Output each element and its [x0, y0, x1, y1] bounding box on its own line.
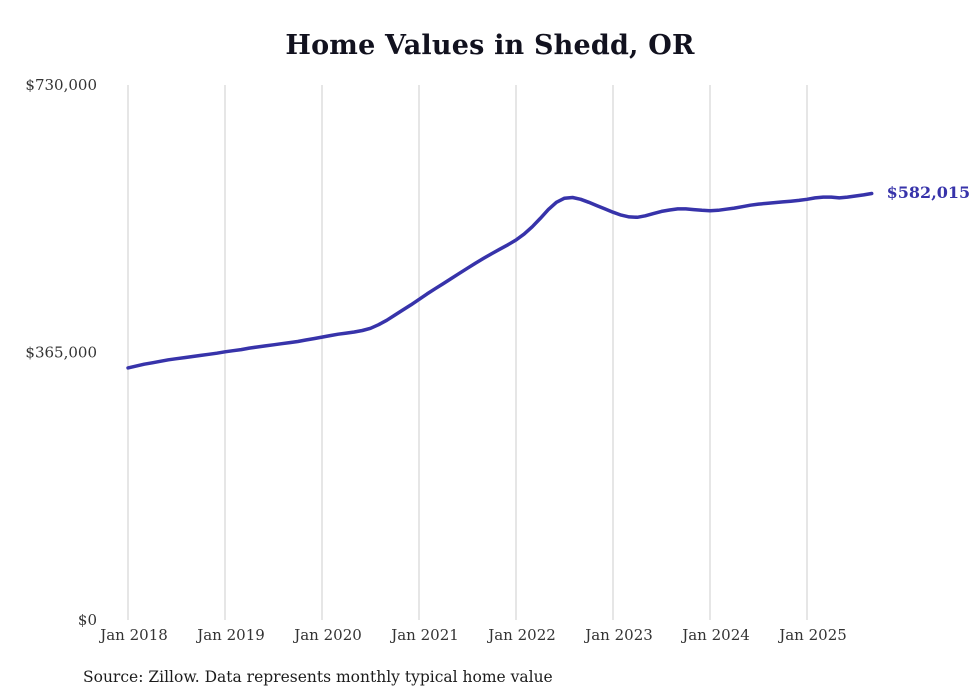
- x-tick-label: Jan 2018: [98, 626, 168, 644]
- home-value-series-line: [126, 191, 874, 370]
- x-tick-label: Jan 2024: [680, 626, 750, 644]
- x-tick-label: Jan 2019: [195, 626, 265, 644]
- y-tick-label: $365,000: [25, 344, 97, 362]
- x-tick-label: Jan 2022: [486, 626, 556, 644]
- chart-title: Home Values in Shedd, OR: [285, 30, 695, 61]
- x-tick-label: Jan 2020: [292, 626, 362, 644]
- source-note: Source: Zillow. Data represents monthly …: [83, 668, 553, 686]
- latest-value-label: $582,015: [886, 183, 971, 203]
- y-tick-label: $0: [78, 611, 97, 629]
- y-tick-label: $730,000: [25, 76, 97, 94]
- x-tick-label: Jan 2025: [777, 626, 847, 644]
- x-tick-label: Jan 2023: [583, 626, 653, 644]
- x-tick-label: Jan 2021: [389, 626, 459, 644]
